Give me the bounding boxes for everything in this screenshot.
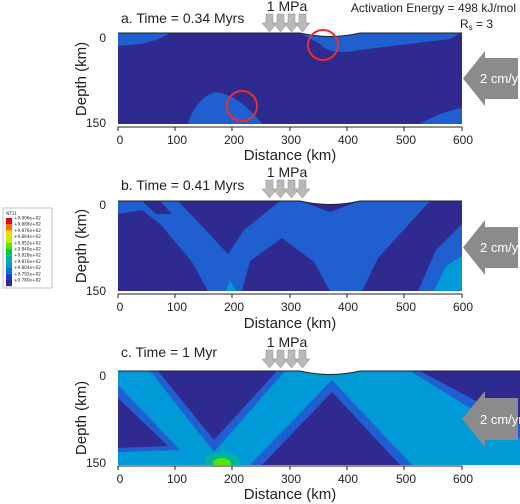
panel-a-load-arrows <box>261 13 311 33</box>
rs-label: Rs = 3 <box>460 17 493 32</box>
activation-energy-label: Activation Energy = 498 kJ/mol <box>351 1 516 15</box>
panel-a-x-axis: 0 100 200 300 400 500 600 <box>117 126 473 147</box>
legend-swatch <box>6 218 12 225</box>
panel-c-ytick: 150 <box>86 456 106 470</box>
panel-b-ylabel: Depth (km) <box>73 209 90 283</box>
panel-b-load-label: 1 MPa <box>267 164 308 180</box>
legend-swatch <box>6 230 12 237</box>
legend-label: +9.852e+02 <box>14 240 41 245</box>
legend-label: +9.780e+02 <box>14 278 41 283</box>
panel-b-load-arrows <box>261 179 311 199</box>
panel-b-xtick: 400 <box>338 300 358 314</box>
legend-label: +9.906e+02 <box>14 216 41 221</box>
panel-c-x-axis: 0 100 200 300 400 500 600 <box>117 465 473 486</box>
highlight-circle-bottom <box>226 90 258 122</box>
panel-b-velocity-arrow <box>463 220 518 275</box>
panel-b-ytick: 0 <box>99 198 106 212</box>
legend-label: +9.804e+02 <box>14 265 41 270</box>
legend-swatch <box>6 261 12 268</box>
color-legend: NT11 +9.906e+02+9.888e+02+9.876e+02+9.86… <box>2 207 53 289</box>
legend-label: +9.840e+02 <box>14 247 41 252</box>
panel-a-xtick: 500 <box>396 133 416 147</box>
panel-b-ytick: 150 <box>86 284 106 298</box>
legend-swatch <box>6 273 12 280</box>
legend-label: +9.816e+02 <box>14 259 41 264</box>
panel-c-xtick: 100 <box>167 472 187 486</box>
legend-swatch <box>6 242 12 249</box>
panel-c-ylabel: Depth (km) <box>73 381 90 455</box>
panel-a-velocity-label: 2 cm/yr <box>480 71 520 86</box>
panel-c-load-arrows <box>261 349 311 369</box>
panel-a-xlabel: Distance (km) <box>244 147 337 164</box>
panel-b-xtick: 300 <box>281 300 301 314</box>
panel-c-title: c. Time = 1 Myr <box>121 344 217 360</box>
panel-a-ytick: 0 <box>99 31 106 45</box>
panel-b-xtick: 0 <box>117 300 124 314</box>
panel-a-xtick: 300 <box>281 133 301 147</box>
panel-b-xtick: 200 <box>224 300 244 314</box>
panel-b-velocity-label: 2 cm/yr <box>480 240 520 255</box>
panel-c-xtick: 200 <box>224 472 244 486</box>
panel-a-xtick: 100 <box>167 133 187 147</box>
panel-a-ylabel: Depth (km) <box>73 42 90 116</box>
panel-a-load-label: 1 MPa <box>267 0 308 14</box>
panel-b-xlabel: Distance (km) <box>244 315 337 332</box>
panel-a-title: a. Time = 0.34 Myrs <box>121 10 244 26</box>
legend-swatch <box>6 249 12 256</box>
panel-c-xtick: 0 <box>117 472 124 486</box>
legend-label: +9.888e+02 <box>14 222 41 227</box>
panel-b: 1 MPa b. Time = 0.41 Myrs 2 cm/yr 0 100 … <box>73 164 520 332</box>
panel-b-field <box>118 201 462 291</box>
panel-a: 1 MPa a. Time = 0.34 Myrs 2 cm/yr 0 100 … <box>73 0 520 164</box>
panel-c-xlabel: Distance (km) <box>244 486 337 503</box>
panel-c-velocity-label: 2 cm/yr <box>480 412 520 427</box>
panel-a-xtick: 400 <box>338 133 358 147</box>
panel-b-xtick: 500 <box>396 300 416 314</box>
legend-swatch <box>6 236 12 243</box>
panel-a-xtick: 600 <box>453 133 473 147</box>
legend-label: +9.876e+02 <box>14 228 41 233</box>
panel-c-xtick: 300 <box>281 472 301 486</box>
legend-swatch <box>6 267 12 274</box>
legend-label: +9.792e+02 <box>14 271 41 276</box>
legend-label: +9.864e+02 <box>14 234 41 239</box>
legend-swatch <box>6 255 12 262</box>
panel-c-ytick: 0 <box>99 369 106 383</box>
panel-a-xtick: 0 <box>117 133 124 147</box>
panel-b-xtick: 100 <box>167 300 187 314</box>
panel-c-xtick: 400 <box>338 472 358 486</box>
legend-swatch <box>6 224 12 231</box>
panel-c: 1 MPa c. Time = 1 Myr 2 cm/yr 0 100 200 … <box>73 334 520 503</box>
legend-label: +9.828e+02 <box>14 253 41 258</box>
panel-a-velocity-arrow <box>463 51 518 106</box>
panel-c-velocity-arrow <box>462 391 518 447</box>
legend-title: NT11 <box>6 211 17 216</box>
panel-a-ytick: 150 <box>86 116 106 130</box>
panel-b-x-axis: 0 100 200 300 400 500 600 <box>117 293 473 314</box>
legend-swatch <box>6 280 12 287</box>
highlight-circle-top <box>307 29 339 61</box>
panel-a-xtick: 200 <box>224 133 244 147</box>
panel-c-xtick: 500 <box>396 472 416 486</box>
panel-c-load-label: 1 MPa <box>267 334 308 350</box>
panel-b-xtick: 600 <box>453 300 473 314</box>
panel-c-field <box>118 371 520 465</box>
panel-a-field <box>118 33 462 124</box>
panel-b-title: b. Time = 0.41 Myrs <box>121 177 244 193</box>
panel-c-xtick: 600 <box>453 472 473 486</box>
